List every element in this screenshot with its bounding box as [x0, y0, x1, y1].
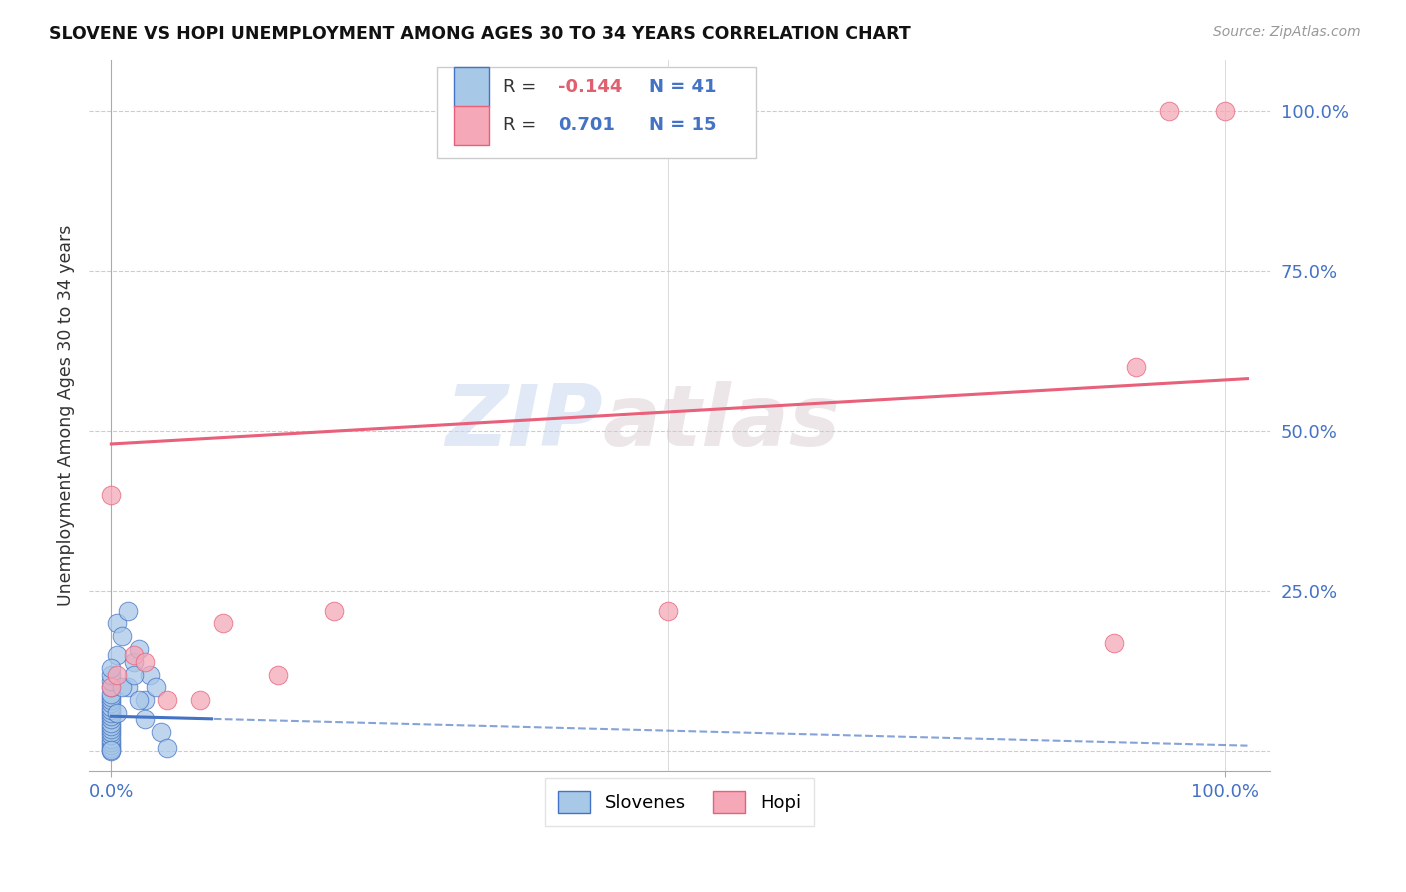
Point [1159, 103, 1181, 118]
Point [1213, 103, 1236, 118]
Point [100, 687, 122, 701]
Point [105, 648, 128, 663]
Point [1125, 360, 1147, 375]
Point [100, 729, 122, 743]
Point [139, 667, 162, 681]
Bar [454, 106, 489, 145]
Point [100, 719, 122, 733]
Point [100, 731, 122, 746]
Point [100, 488, 122, 502]
Point [100, 743, 122, 757]
Point [134, 655, 156, 669]
Point [267, 667, 290, 681]
Point [100, 725, 122, 739]
Point [1102, 635, 1125, 649]
Point [111, 629, 134, 643]
Point [100, 690, 122, 704]
Text: R =: R = [503, 116, 543, 135]
Point [134, 713, 156, 727]
Point [150, 725, 173, 739]
Point [100, 699, 122, 714]
Point [122, 648, 145, 663]
Point [100, 661, 122, 675]
Point [323, 603, 346, 617]
Point [100, 681, 122, 695]
FancyBboxPatch shape [437, 67, 756, 158]
Point [128, 642, 150, 657]
Text: SLOVENE VS HOPI UNEMPLOYMENT AMONG AGES 30 TO 34 YEARS CORRELATION CHART: SLOVENE VS HOPI UNEMPLOYMENT AMONG AGES … [49, 25, 911, 43]
Point [100, 693, 122, 707]
Point [100, 706, 122, 720]
Point [156, 693, 179, 707]
Text: atlas: atlas [603, 381, 841, 464]
Point [100, 709, 122, 723]
Point [100, 744, 122, 758]
Point [100, 681, 122, 695]
Point [100, 673, 122, 688]
Legend: Slovenes, Hopi: Slovenes, Hopi [546, 779, 814, 826]
Point [156, 741, 179, 756]
Point [657, 603, 679, 617]
Point [100, 735, 122, 749]
Point [100, 741, 122, 756]
Point [134, 693, 156, 707]
Point [100, 697, 122, 711]
Text: R =: R = [503, 78, 543, 96]
Point [100, 703, 122, 717]
Point [190, 693, 212, 707]
Point [105, 706, 128, 720]
Text: ZIP: ZIP [446, 381, 603, 464]
Point [100, 738, 122, 752]
Text: -0.144: -0.144 [558, 78, 623, 96]
Point [100, 722, 122, 736]
Point [100, 713, 122, 727]
Point [105, 667, 128, 681]
Point [100, 667, 122, 681]
Point [122, 655, 145, 669]
Text: 0.701: 0.701 [558, 116, 614, 135]
Bar [454, 68, 489, 106]
Text: N = 41: N = 41 [648, 78, 716, 96]
Point [117, 681, 139, 695]
Point [105, 616, 128, 631]
Point [211, 616, 233, 631]
Point [117, 603, 139, 617]
Text: Source: ZipAtlas.com: Source: ZipAtlas.com [1213, 25, 1361, 39]
Point [111, 681, 134, 695]
Point [128, 693, 150, 707]
Y-axis label: Unemployment Among Ages 30 to 34 years: Unemployment Among Ages 30 to 34 years [58, 225, 75, 606]
Point [145, 681, 167, 695]
Text: N = 15: N = 15 [648, 116, 716, 135]
Point [122, 667, 145, 681]
Point [100, 715, 122, 730]
